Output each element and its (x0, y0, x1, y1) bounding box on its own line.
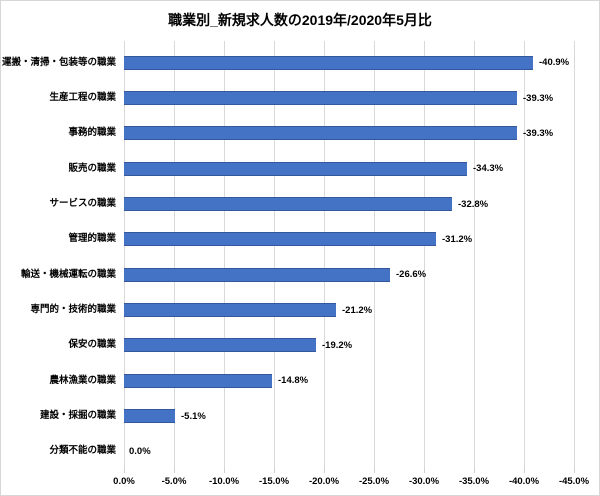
x-axis-tick-label: -20.0% (308, 476, 340, 487)
axis-tick (574, 469, 575, 473)
bar (124, 268, 390, 282)
x-axis-tick-label: -15.0% (258, 476, 290, 487)
axis-tick (474, 469, 475, 473)
gridline (274, 41, 275, 469)
x-axis-tick-label: -25.0% (358, 476, 390, 487)
category-label: 販売の職業 (68, 163, 116, 174)
category-label: 農林漁業の職業 (49, 375, 116, 386)
gridline (574, 41, 575, 469)
bar (124, 162, 467, 176)
gridline (474, 41, 475, 469)
category-label: 事務的職業 (68, 127, 116, 138)
axis-tick (374, 469, 375, 473)
axis-tick (174, 469, 175, 473)
data-label: -32.8% (458, 199, 489, 210)
category-label: 分類不能の職業 (49, 445, 116, 456)
x-axis-tick-label: -5.0% (161, 476, 187, 487)
axis-tick (424, 469, 425, 473)
category-label: 専門的・技術的職業 (30, 304, 116, 315)
data-label: 0.0% (129, 446, 151, 457)
bar (124, 303, 336, 317)
category-label: 輸送・機械運転の職業 (20, 269, 116, 280)
gridline (424, 41, 425, 469)
category-label: サービスの職業 (49, 198, 116, 209)
data-label: -31.2% (442, 234, 473, 245)
x-axis-tick-label: -35.0% (458, 476, 490, 487)
data-label: -26.6% (396, 269, 427, 280)
gridline (124, 41, 125, 469)
bar (124, 91, 517, 105)
gridline (224, 41, 225, 469)
gridline (174, 41, 175, 469)
data-label: -14.8% (278, 375, 309, 386)
gridline (374, 41, 375, 469)
axis-tick (274, 469, 275, 473)
category-label: 建設・採掘の職業 (39, 410, 116, 421)
bar (124, 232, 436, 246)
gridline (524, 41, 525, 469)
data-label: -19.2% (322, 340, 353, 351)
data-label: -39.3% (523, 93, 554, 104)
x-axis-tick-label: -40.0% (508, 476, 540, 487)
bar (124, 56, 533, 70)
chart-title: 職業別_新規求人数の2019年/2020年5月比 (168, 12, 432, 28)
bar (124, 197, 452, 211)
bar (124, 126, 517, 140)
category-label: 管理的職業 (68, 233, 116, 244)
data-label: -34.3% (473, 163, 504, 174)
x-axis-tick-label: -45.0% (558, 476, 590, 487)
category-label: 保安の職業 (68, 339, 116, 350)
x-axis-tick-label: -30.0% (408, 476, 440, 487)
x-axis-tick-label: 0.0% (113, 476, 135, 487)
bar (124, 374, 272, 388)
x-axis-tick-label: -10.0% (208, 476, 240, 487)
category-label: 生産工程の職業 (49, 92, 116, 103)
data-label: -39.3% (523, 128, 554, 139)
data-label: -40.9% (539, 57, 570, 68)
axis-tick (124, 469, 125, 473)
axis-tick (324, 469, 325, 473)
data-label: -5.1% (181, 411, 206, 422)
bar (124, 338, 316, 352)
bar (124, 409, 175, 423)
axis-tick (224, 469, 225, 473)
gridline (324, 41, 325, 469)
axis-tick (524, 469, 525, 473)
category-label: 運搬・清掃・包装等の職業 (1, 57, 116, 68)
data-label: -21.2% (342, 305, 373, 316)
